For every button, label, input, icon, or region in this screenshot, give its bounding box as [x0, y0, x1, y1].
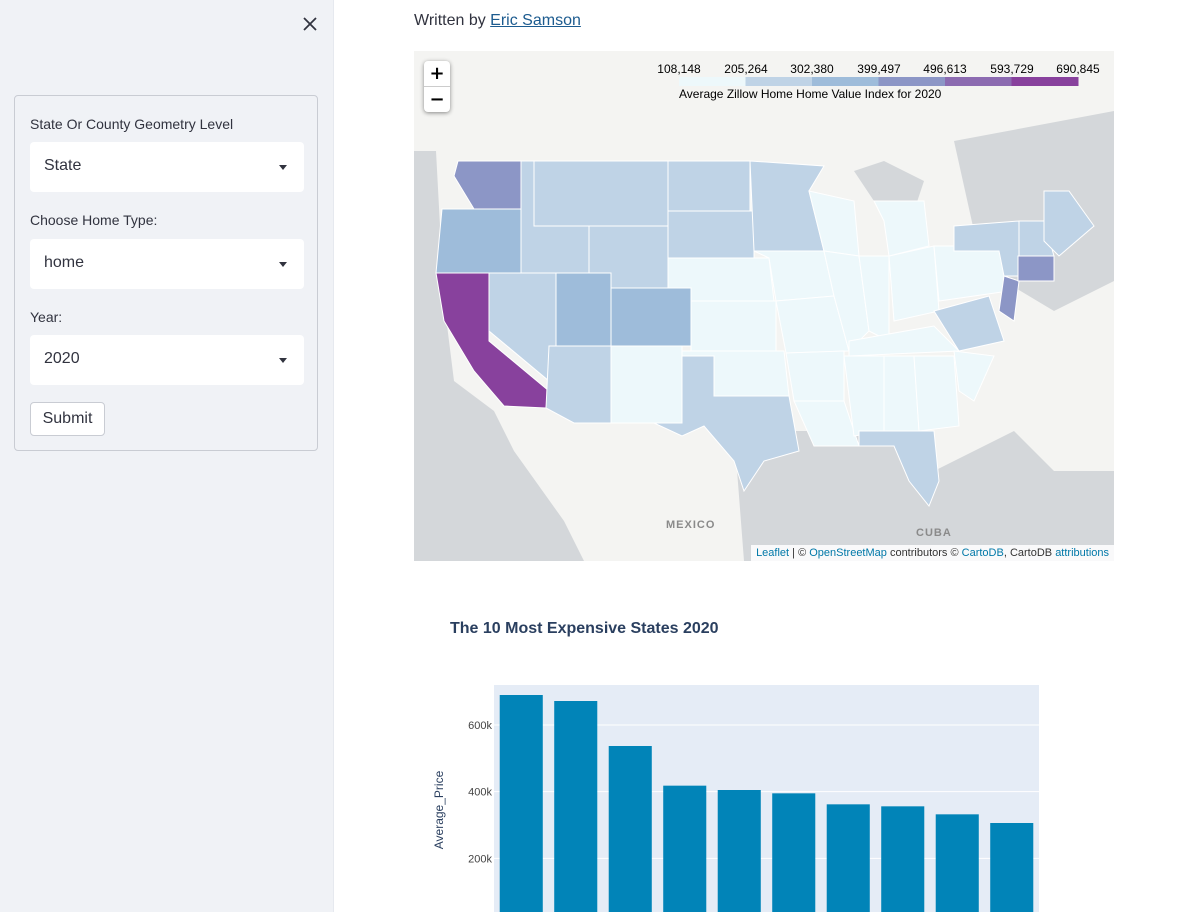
- home-type-value: home: [44, 254, 85, 271]
- geometry-level-value: State: [44, 157, 82, 174]
- legend-swatch: [945, 77, 1012, 86]
- legend-tick: 399,497: [857, 62, 901, 76]
- settings-form: State Or County Geometry Level State Cho…: [14, 95, 318, 451]
- legend-caption: Average Zillow Home Home Value Index for…: [679, 87, 942, 101]
- osm-link[interactable]: OpenStreetMap: [809, 547, 887, 559]
- state-florida[interactable]: [858, 430, 940, 507]
- legend-colorbar: [679, 77, 1079, 86]
- year-value: 2020: [44, 350, 80, 367]
- zoom-in-button[interactable]: +: [424, 61, 450, 87]
- state-new-mexico[interactable]: [610, 345, 683, 424]
- state-south-dakota[interactable]: [667, 210, 755, 259]
- state-arkansas[interactable]: [785, 350, 845, 402]
- state-kansas[interactable]: [690, 300, 777, 352]
- legend-swatch: [812, 77, 879, 86]
- chevron-down-icon: [279, 262, 287, 267]
- state-colorado[interactable]: [610, 287, 692, 347]
- state-shapes: [435, 160, 1095, 507]
- state-utah[interactable]: [555, 272, 612, 347]
- bar[interactable]: [935, 814, 979, 912]
- map-attribution: Leaflet | © OpenStreetMap contributors ©…: [751, 545, 1114, 561]
- legend-tick: 593,729: [990, 62, 1034, 76]
- legend-swatch: [1011, 77, 1079, 86]
- y-tick-label: 200k: [468, 853, 492, 865]
- attribution-text-2: , CartoDB: [1003, 547, 1056, 559]
- state-maine[interactable]: [1043, 190, 1095, 257]
- bar[interactable]: [881, 806, 925, 912]
- geometry-level-label: State Or County Geometry Level: [30, 116, 234, 132]
- geometry-level-select[interactable]: State: [30, 142, 304, 192]
- legend-swatch: [679, 77, 746, 86]
- y-axis-label: Average_Price: [432, 770, 446, 849]
- bar-chart[interactable]: 200k 400k 600k Average_Price: [414, 660, 1114, 912]
- state-carolinas[interactable]: [953, 350, 995, 402]
- mexico-label: MEXICO: [666, 519, 715, 531]
- map-legend: 108,148 205,264 302,380 399,497 496,613 …: [654, 61, 1099, 101]
- great-lakes: [854, 161, 924, 211]
- zoom-control: + −: [424, 61, 450, 112]
- bar[interactable]: [826, 804, 870, 912]
- state-north-dakota[interactable]: [667, 160, 751, 212]
- y-tick-label: 600k: [468, 720, 492, 732]
- chevron-down-icon: [279, 165, 287, 170]
- legend-bar: [679, 77, 1079, 86]
- attribution-separator: | ©: [789, 547, 810, 559]
- map-canvas[interactable]: MEXICO CUBA: [414, 51, 1114, 561]
- bar[interactable]: [554, 701, 598, 912]
- bar[interactable]: [772, 793, 816, 912]
- state-new-jersey[interactable]: [998, 275, 1020, 322]
- y-tick-label: 400k: [468, 787, 492, 799]
- state-texas[interactable]: [653, 355, 800, 493]
- zoom-out-button[interactable]: −: [429, 89, 445, 110]
- close-sidebar-button[interactable]: [298, 12, 322, 36]
- chart-title: The 10 Most Expensive States 2020: [450, 620, 719, 637]
- bars: [499, 695, 1034, 912]
- leaflet-link[interactable]: Leaflet: [756, 547, 790, 559]
- cuba-label: CUBA: [916, 527, 952, 539]
- home-type-label: Choose Home Type:: [30, 212, 158, 228]
- legend-tick: 108,148: [657, 62, 701, 76]
- state-arizona[interactable]: [545, 345, 612, 424]
- author-line: Written by Eric Samson: [414, 12, 581, 30]
- state-ohio[interactable]: [888, 245, 940, 322]
- legend-tick: 302,380: [790, 62, 834, 76]
- legend-swatch: [878, 77, 946, 86]
- attributions-link[interactable]: attributions: [1055, 547, 1109, 559]
- state-pennsylvania[interactable]: [933, 245, 1010, 302]
- close-icon: [303, 17, 317, 31]
- bar[interactable]: [608, 746, 652, 912]
- submit-button[interactable]: Submit: [30, 402, 105, 436]
- author-link[interactable]: Eric Samson: [490, 12, 581, 29]
- author-prefix: Written by: [414, 12, 491, 29]
- sidebar: State Or County Geometry Level State Cho…: [0, 0, 334, 912]
- state-virginia[interactable]: [933, 295, 1005, 352]
- y-tick-labels: 200k 400k 600k: [468, 720, 492, 865]
- legend-tick: 496,613: [923, 62, 967, 76]
- state-georgia[interactable]: [913, 355, 960, 432]
- year-label: Year:: [30, 309, 63, 325]
- pacific-ocean: [414, 151, 584, 561]
- bar[interactable]: [717, 790, 761, 912]
- chevron-down-icon: [279, 358, 287, 363]
- state-massachusetts[interactable]: [1017, 255, 1055, 282]
- legend-swatch: [745, 77, 813, 86]
- state-montana[interactable]: [533, 160, 669, 227]
- home-type-select[interactable]: home: [30, 239, 304, 289]
- bar[interactable]: [990, 823, 1034, 912]
- bar[interactable]: [663, 785, 707, 912]
- bar[interactable]: [499, 695, 543, 912]
- state-alabama[interactable]: [883, 355, 920, 432]
- year-select[interactable]: 2020: [30, 335, 304, 385]
- legend-tick: 690,845: [1056, 62, 1100, 76]
- attribution-text: contributors ©: [886, 547, 962, 559]
- legend-tick: 205,264: [724, 62, 768, 76]
- state-oregon[interactable]: [435, 208, 522, 274]
- state-michigan[interactable]: [873, 200, 930, 257]
- choropleth-map[interactable]: MEXICO CUBA: [414, 51, 1114, 561]
- cartodb-link[interactable]: CartoDB: [961, 547, 1004, 559]
